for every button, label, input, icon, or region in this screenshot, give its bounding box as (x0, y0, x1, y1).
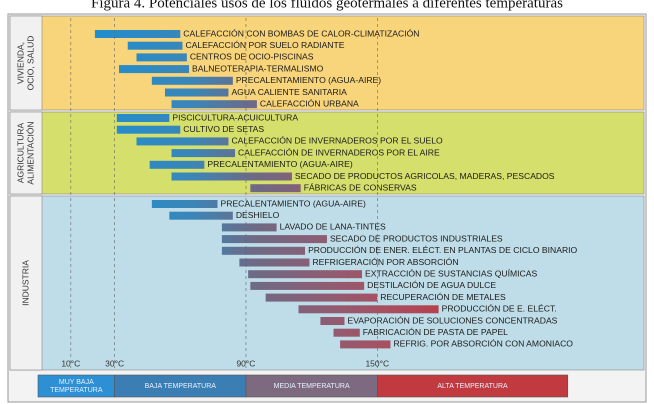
range-bar (250, 184, 301, 193)
use-label: DESTILACIÓN DE AGUA DULCE (367, 280, 496, 290)
caption: Figura 4. Potenciales usos de los fluido… (91, 0, 563, 11)
group-label: OCIO, SALUD (25, 36, 35, 91)
use-label: SECADO DE PRODUCTOS AGRICOLAS, MADERAS, … (295, 171, 555, 181)
range-bar (248, 270, 362, 279)
x-tick-label: 10°C (61, 358, 80, 368)
x-tick-label: 150°C (365, 358, 389, 368)
use-label: AGUA CALIENTE SANITARIA (231, 87, 347, 97)
use-label: PRODUCCIÓN DE E. ELÉCT. (442, 304, 557, 314)
range-bar (239, 258, 310, 267)
use-label: CULTIVO DE SETAS (183, 124, 264, 134)
x-tick-label: 30°C (105, 358, 124, 368)
group-label: ALIMENTACIÓN (25, 121, 35, 184)
range-bar (171, 149, 236, 158)
band-label: MEDIA TEMPERATURA (274, 383, 350, 390)
range-bar (149, 160, 205, 169)
band-label: MUY BAJA (59, 379, 94, 386)
use-label: PRODUCCIÓN DE ENER. ELÉCT. EN PLANTAS DE… (308, 245, 577, 255)
group-label-box (9, 15, 43, 111)
range-bar (94, 30, 181, 38)
use-label: CALEFACCIÓN DE INVERNADEROS POR EL AIRE (238, 147, 440, 157)
use-label: CALEFACCIÓN CON BOMBAS DE CALOR-CLIMATIZ… (183, 28, 419, 38)
range-bar (221, 246, 306, 255)
use-label: CALEFACCIÓN DE INVERNADEROS POR EL SUELO (231, 136, 443, 146)
band-label: TEMPERATURA (50, 387, 103, 394)
range-bar (116, 114, 170, 122)
range-bar (320, 317, 345, 325)
range-bar (171, 100, 257, 109)
range-bar (171, 172, 292, 181)
use-label: FABRICACIÓN DE PASTA DE PAPEL (363, 327, 508, 337)
group-label-box (9, 111, 43, 195)
use-label: REFRIGERACIÓN POR ABSORCIÓN (312, 257, 458, 267)
use-label: EVAPORACIÓN DE SOLUCIONES CONCENTRADAS (347, 315, 557, 325)
use-label: LAVADO DE LANA-TINTES (280, 222, 386, 232)
use-label: PRECALENTAMIENTO (AGUA-AIRE) (221, 198, 366, 208)
range-bar (136, 137, 229, 146)
range-bar (250, 281, 365, 290)
range-bar (221, 235, 327, 244)
x-tick-label: 90°C (236, 358, 255, 368)
range-bar (136, 53, 187, 62)
range-bar (164, 88, 229, 97)
range-bar (151, 76, 233, 85)
use-label: DESHIELO (236, 210, 280, 220)
group-label: AGRICULTURA (15, 123, 25, 184)
use-label: CALEFACCIÓN URBANA (260, 98, 359, 108)
use-label: PRECALENTAMIENTO (AGUA-AIRE) (207, 159, 352, 169)
range-bar (298, 305, 439, 314)
use-label: FÁBRICAS DE CONSERVAS (304, 182, 417, 192)
use-label: CENTROS DE OCIO-PISCINAS (190, 52, 314, 62)
range-bar (169, 211, 233, 220)
use-label: EXTRACCIÓN DE SUSTANCIAS QUÍMICAS (365, 268, 537, 278)
range-bar (333, 328, 360, 337)
use-label: REFRIG. POR ABSORCIÓN CON AMONIACO (393, 339, 573, 349)
range-bar (265, 293, 378, 302)
range-bar (127, 41, 183, 50)
range-bar (116, 125, 181, 134)
use-label: CALEFACCIÓN POR SUELO RADIANTE (185, 40, 344, 50)
group-panel (9, 111, 645, 195)
range-bar (151, 200, 218, 208)
range-bar (118, 65, 190, 74)
range-bar (340, 340, 391, 349)
group-label-box (9, 195, 43, 371)
use-label: BALNEOTERAPIA-TERMALISMO (192, 63, 324, 73)
band-label: BAJA TEMPERATURA (145, 383, 217, 390)
group-label: VIVIENDA, (15, 42, 25, 84)
use-label: SECADO DE PRODUCTOS INDUSTRIALES (330, 233, 503, 243)
use-label: PRECALENTAMIENTO (AGUA-AIRE) (236, 75, 381, 85)
use-label: RECUPERACIÓN DE METALES (380, 292, 506, 302)
group-label: INDUSTRIA (20, 260, 30, 306)
use-label: PISCICULTURA-ACUICULTURA (172, 112, 298, 122)
temperature-band (377, 374, 569, 398)
range-bar (221, 223, 277, 232)
band-label: ALTA TEMPERATURA (437, 383, 508, 390)
